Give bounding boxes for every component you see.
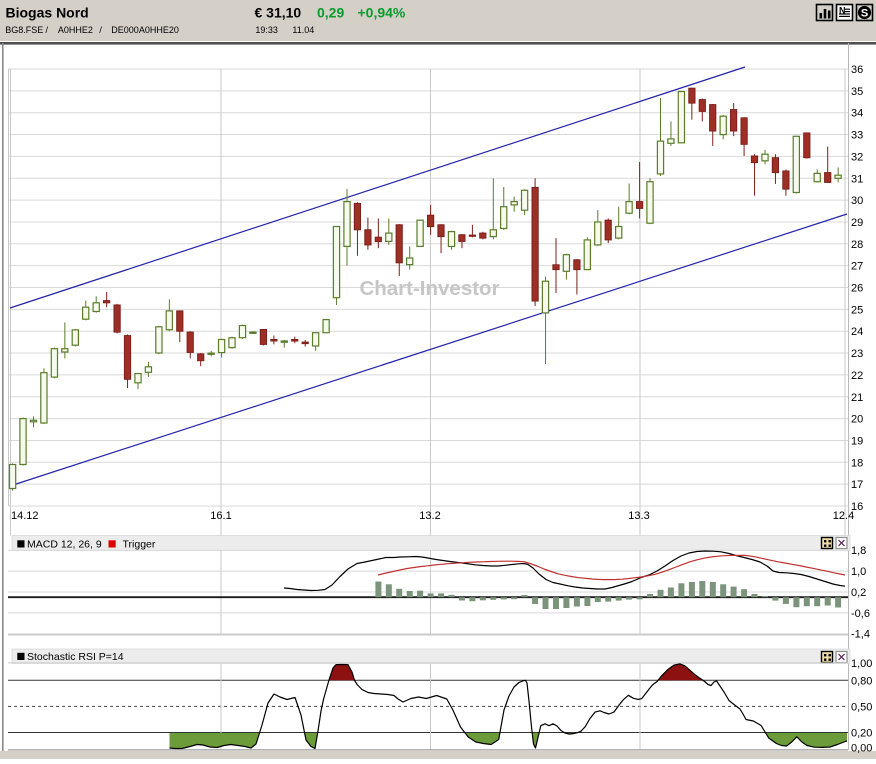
svg-text:22: 22 — [851, 370, 863, 382]
svg-text:31: 31 — [851, 173, 863, 185]
svg-text:MACD 12, 26, 9: MACD 12, 26, 9 — [27, 539, 102, 551]
svg-text:1,8: 1,8 — [851, 545, 866, 557]
svg-text:1,0: 1,0 — [851, 566, 866, 578]
svg-text:23: 23 — [851, 348, 863, 360]
svg-text:13.3: 13.3 — [628, 510, 649, 522]
svg-text:30: 30 — [851, 195, 863, 207]
svg-text:A0HHE2: A0HHE2 — [58, 25, 93, 35]
svg-text:0,29: 0,29 — [317, 5, 344, 21]
svg-text:28: 28 — [851, 239, 863, 251]
svg-text:18: 18 — [851, 457, 863, 469]
svg-text:Biogas Nord: Biogas Nord — [6, 5, 89, 21]
svg-text:/: / — [99, 25, 102, 35]
svg-text:24: 24 — [851, 326, 863, 338]
svg-text:-1,4: -1,4 — [851, 629, 870, 641]
svg-text:14.12: 14.12 — [11, 510, 39, 522]
svg-text:11.04: 11.04 — [292, 25, 314, 35]
svg-text:0,50: 0,50 — [851, 701, 872, 713]
svg-text:16: 16 — [851, 501, 863, 513]
svg-text:Chart-Investor: Chart-Investor — [359, 277, 499, 300]
svg-text:13.2: 13.2 — [419, 510, 440, 522]
svg-text:0,2: 0,2 — [851, 587, 866, 599]
svg-text:0,00: 0,00 — [851, 743, 872, 755]
svg-text:33: 33 — [851, 130, 863, 142]
svg-text:DE000A0HHE20: DE000A0HHE20 — [111, 25, 179, 35]
svg-text:+0,94%: +0,94% — [358, 5, 406, 21]
svg-text:17: 17 — [851, 479, 863, 491]
svg-text:34: 34 — [851, 108, 863, 120]
svg-text:0,80: 0,80 — [851, 675, 872, 687]
svg-text:35: 35 — [851, 86, 863, 98]
svg-text:-0,6: -0,6 — [851, 608, 870, 620]
svg-text:32: 32 — [851, 151, 863, 163]
svg-text:19:33: 19:33 — [255, 25, 278, 35]
svg-text:12.4: 12.4 — [833, 510, 854, 522]
svg-text:21: 21 — [851, 392, 863, 404]
svg-text:/: / — [46, 25, 49, 35]
svg-text:BG8.FSE: BG8.FSE — [5, 25, 43, 35]
svg-text:Trigger: Trigger — [123, 539, 156, 551]
svg-text:N: N — [839, 6, 846, 16]
svg-text:19: 19 — [851, 435, 863, 447]
svg-text:1,00: 1,00 — [851, 658, 872, 670]
svg-text:20: 20 — [851, 414, 863, 426]
svg-text:0,20: 0,20 — [851, 728, 872, 740]
svg-text:25: 25 — [851, 304, 863, 316]
svg-text:36: 36 — [851, 64, 863, 76]
svg-text:Stochastic RSI P=14: Stochastic RSI P=14 — [27, 651, 124, 663]
svg-text:27: 27 — [851, 261, 863, 273]
svg-text:16.1: 16.1 — [210, 510, 231, 522]
svg-text:S: S — [861, 8, 868, 20]
svg-text:€ 31,10: € 31,10 — [255, 5, 302, 21]
svg-text:26: 26 — [851, 283, 863, 295]
svg-text:29: 29 — [851, 217, 863, 229]
